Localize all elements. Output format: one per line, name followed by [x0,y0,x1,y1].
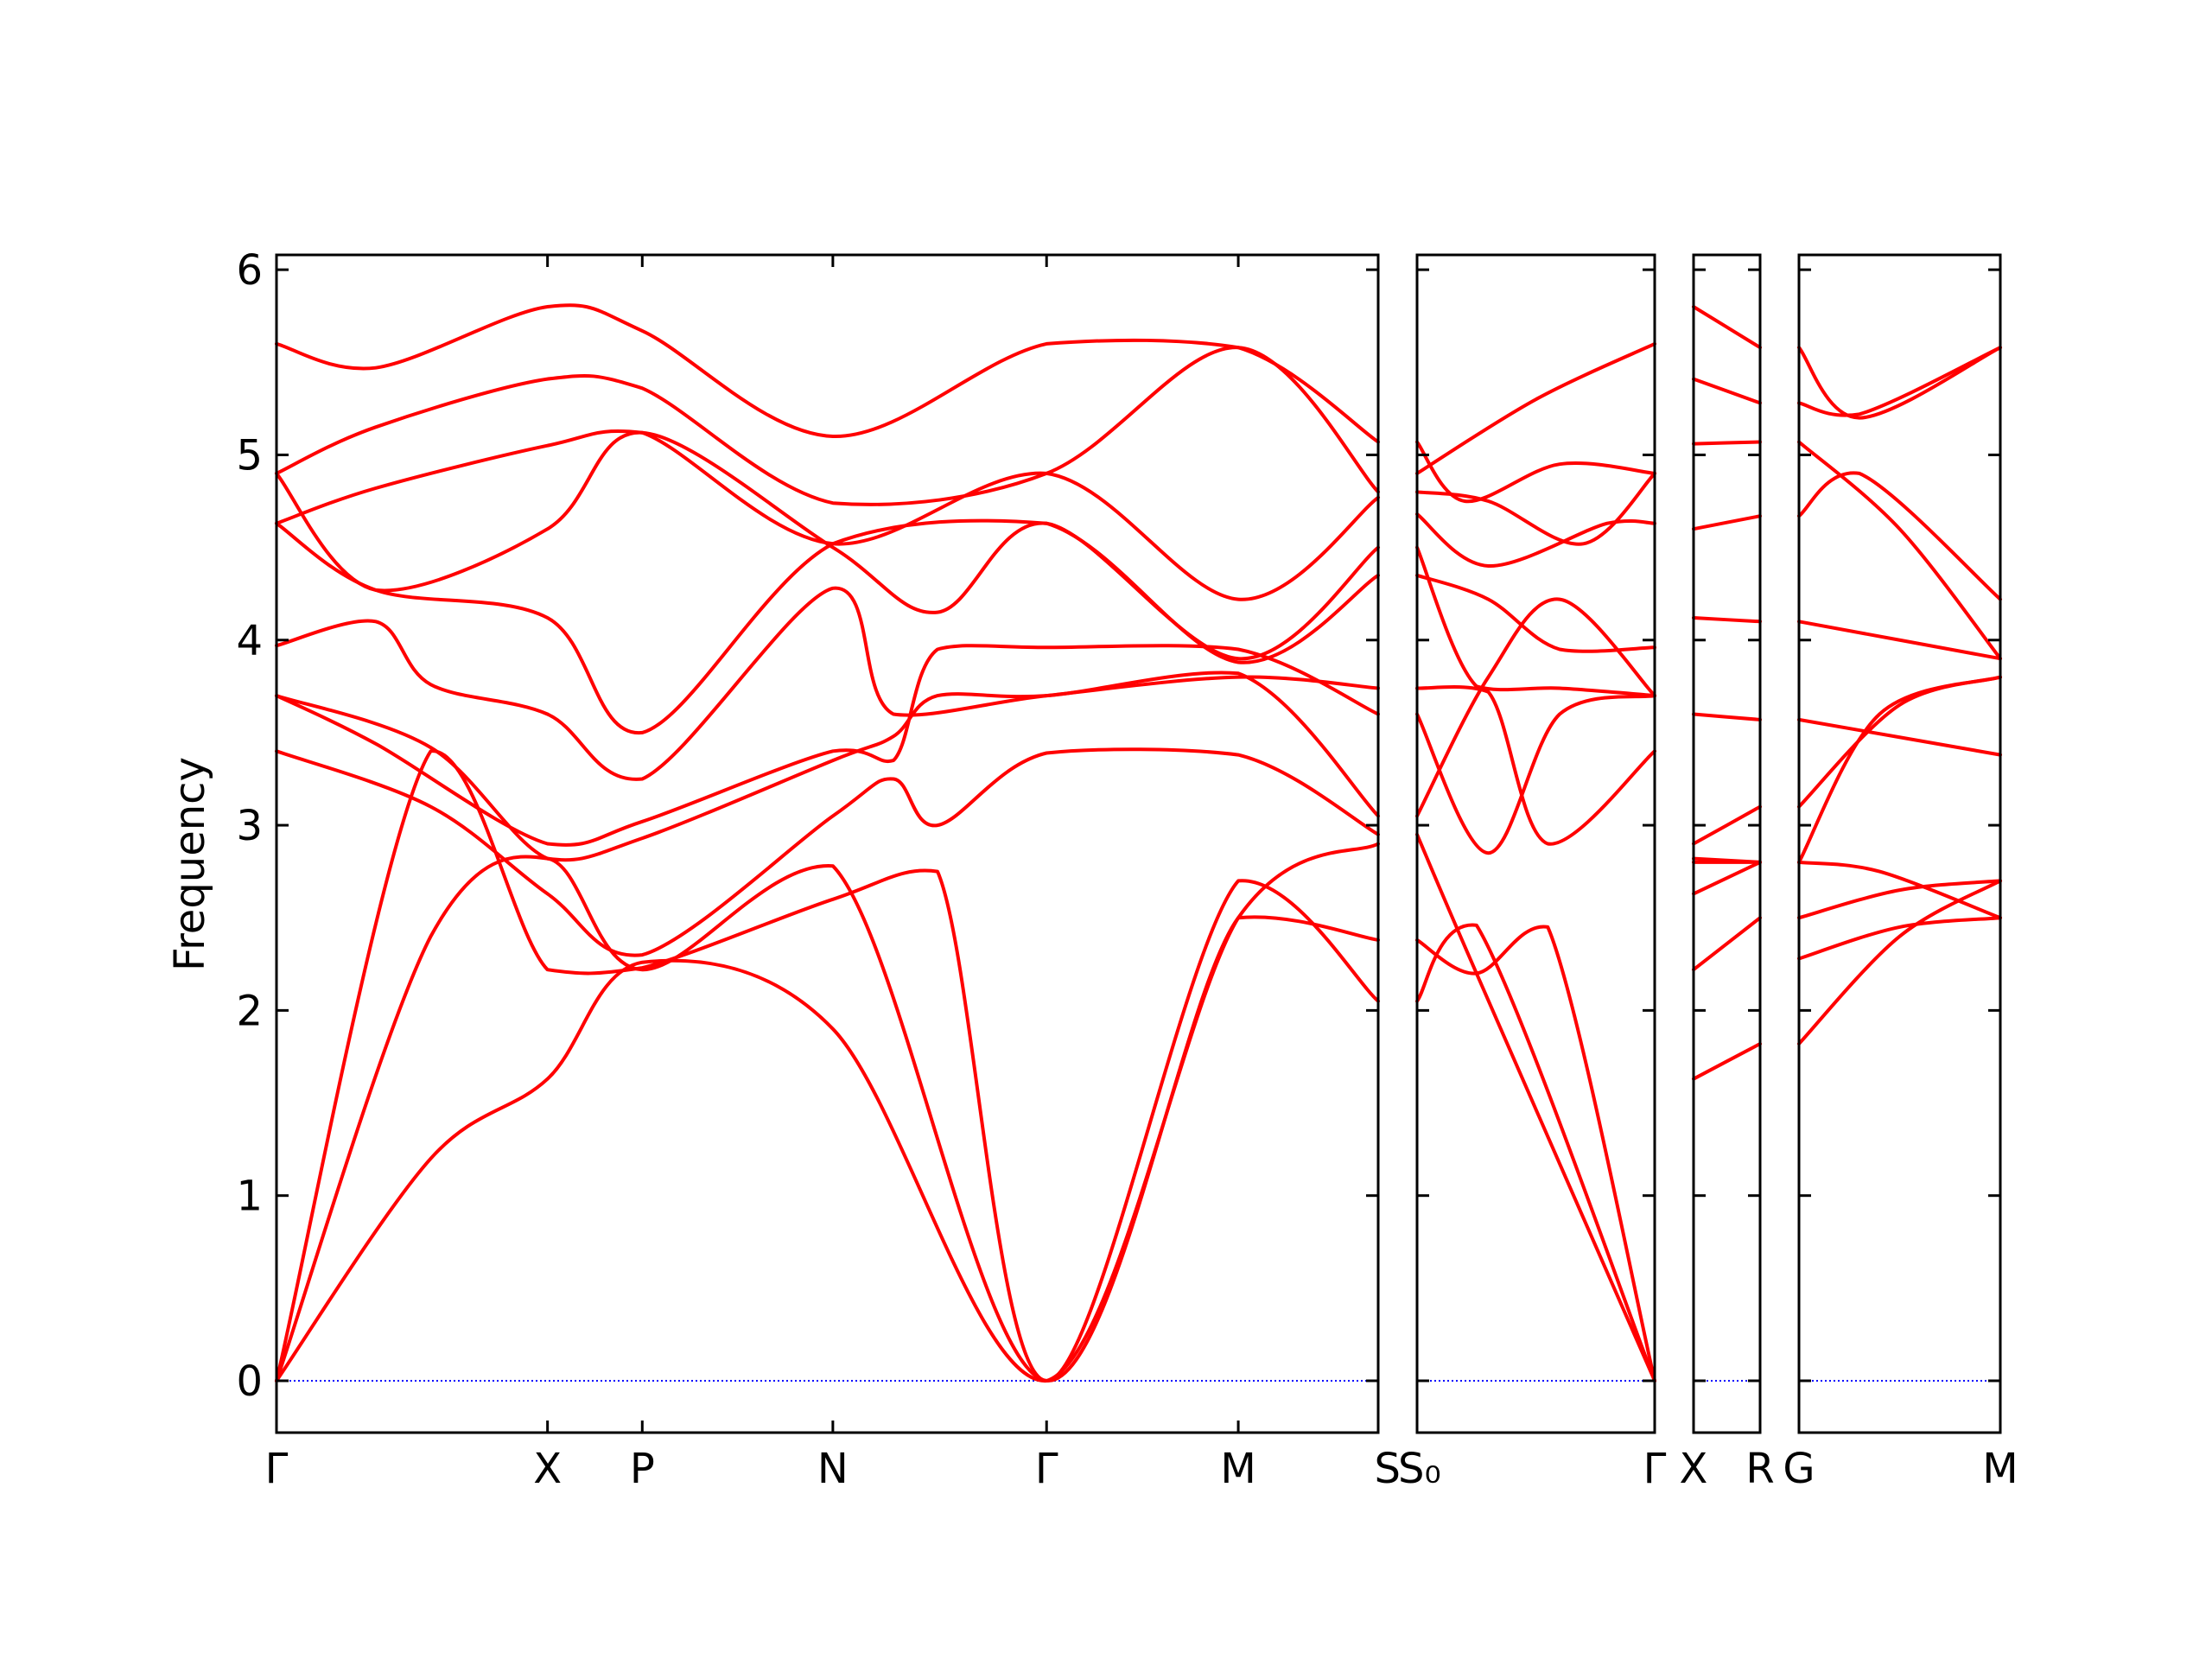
y-tick-label: 2 [236,987,263,1035]
panel-frame [275,253,1380,1434]
band-line-4 [1797,471,2002,601]
panel-frame [1692,253,1762,1434]
band-line-5 [1797,620,2002,661]
band-line-9 [1797,860,2002,920]
x-tick-label: P [630,1445,655,1493]
band-line-8 [275,671,1380,862]
x-tick-label: M [1982,1445,2018,1493]
x-tick-label: S [1375,1445,1401,1493]
y-tick-label: 0 [236,1357,263,1406]
band-line-12 [275,842,1380,1383]
x-tick-label: N [817,1445,849,1493]
band-line-5 [275,518,1380,734]
y-tick-label: 3 [236,802,263,850]
x-tick-label: Γ [1035,1445,1058,1493]
x-tick-label: G [1783,1445,1815,1493]
band-line-11 [1415,923,1656,1382]
band-line-11 [1692,916,1762,972]
y-tick-label: 4 [236,617,263,665]
band-line-3 [275,429,1380,601]
band-line-6 [1797,717,2002,757]
band-line-9 [275,747,1380,957]
band-line-3 [1415,471,1656,546]
band-line-1 [1692,305,1762,350]
panel-frame [1415,253,1656,1434]
band-line-1 [1797,346,2002,420]
x-tick-label: M [1220,1445,1255,1493]
band-line-10 [1692,860,1762,896]
band-line-6 [1415,573,1656,653]
panel-frames-layer [275,253,2002,1434]
x-tick-label: S₀ [1398,1445,1441,1493]
band-line-12 [1415,925,1656,1382]
band-line-11 [275,855,1380,1383]
band-line-9 [1415,597,1656,818]
band-line-3 [1797,440,2002,661]
band-line-5 [1692,616,1762,624]
x-tick-label: R [1745,1445,1774,1493]
band-line-7 [1415,685,1656,846]
band-line-8 [1797,675,2002,864]
band-lines-layer [275,303,2002,1383]
x-tick-label: X [1680,1445,1708,1493]
band-line-4 [1692,514,1762,531]
band-line-10 [1415,832,1656,1382]
band-line-11 [1797,916,2002,961]
band-line-8 [1415,694,1656,855]
band-line-5 [1415,545,1656,698]
y-tick-label: 1 [236,1173,263,1221]
band-line-12 [1797,879,2002,1046]
y-axis-label: Frequency [166,757,214,971]
band-line-2 [1797,346,2002,417]
panel-frame [1797,253,2002,1434]
y-tick-label: 5 [236,431,263,480]
band-line-10 [1797,879,2002,920]
band-line-4 [1415,512,1656,569]
x-tick-label: Γ [265,1445,289,1493]
band-line-12 [1692,1042,1762,1081]
band-line-1 [1415,341,1656,475]
band-line-7 [1797,675,2002,809]
band-line-6 [275,586,1380,781]
band-line-3 [1692,440,1762,446]
band-line-7 [275,644,1380,847]
band-line-7 [1692,804,1762,846]
y-tick-label: 6 [236,246,263,295]
x-tick-label: Γ [1643,1445,1667,1493]
band-line-1 [275,303,1380,444]
band-line-2 [1692,377,1762,405]
band-line-10 [275,749,1380,1383]
band-line-6 [1692,712,1762,721]
band-line-2 [1415,440,1656,504]
x-tick-label: X [533,1445,562,1493]
band-line-2 [275,346,1380,506]
